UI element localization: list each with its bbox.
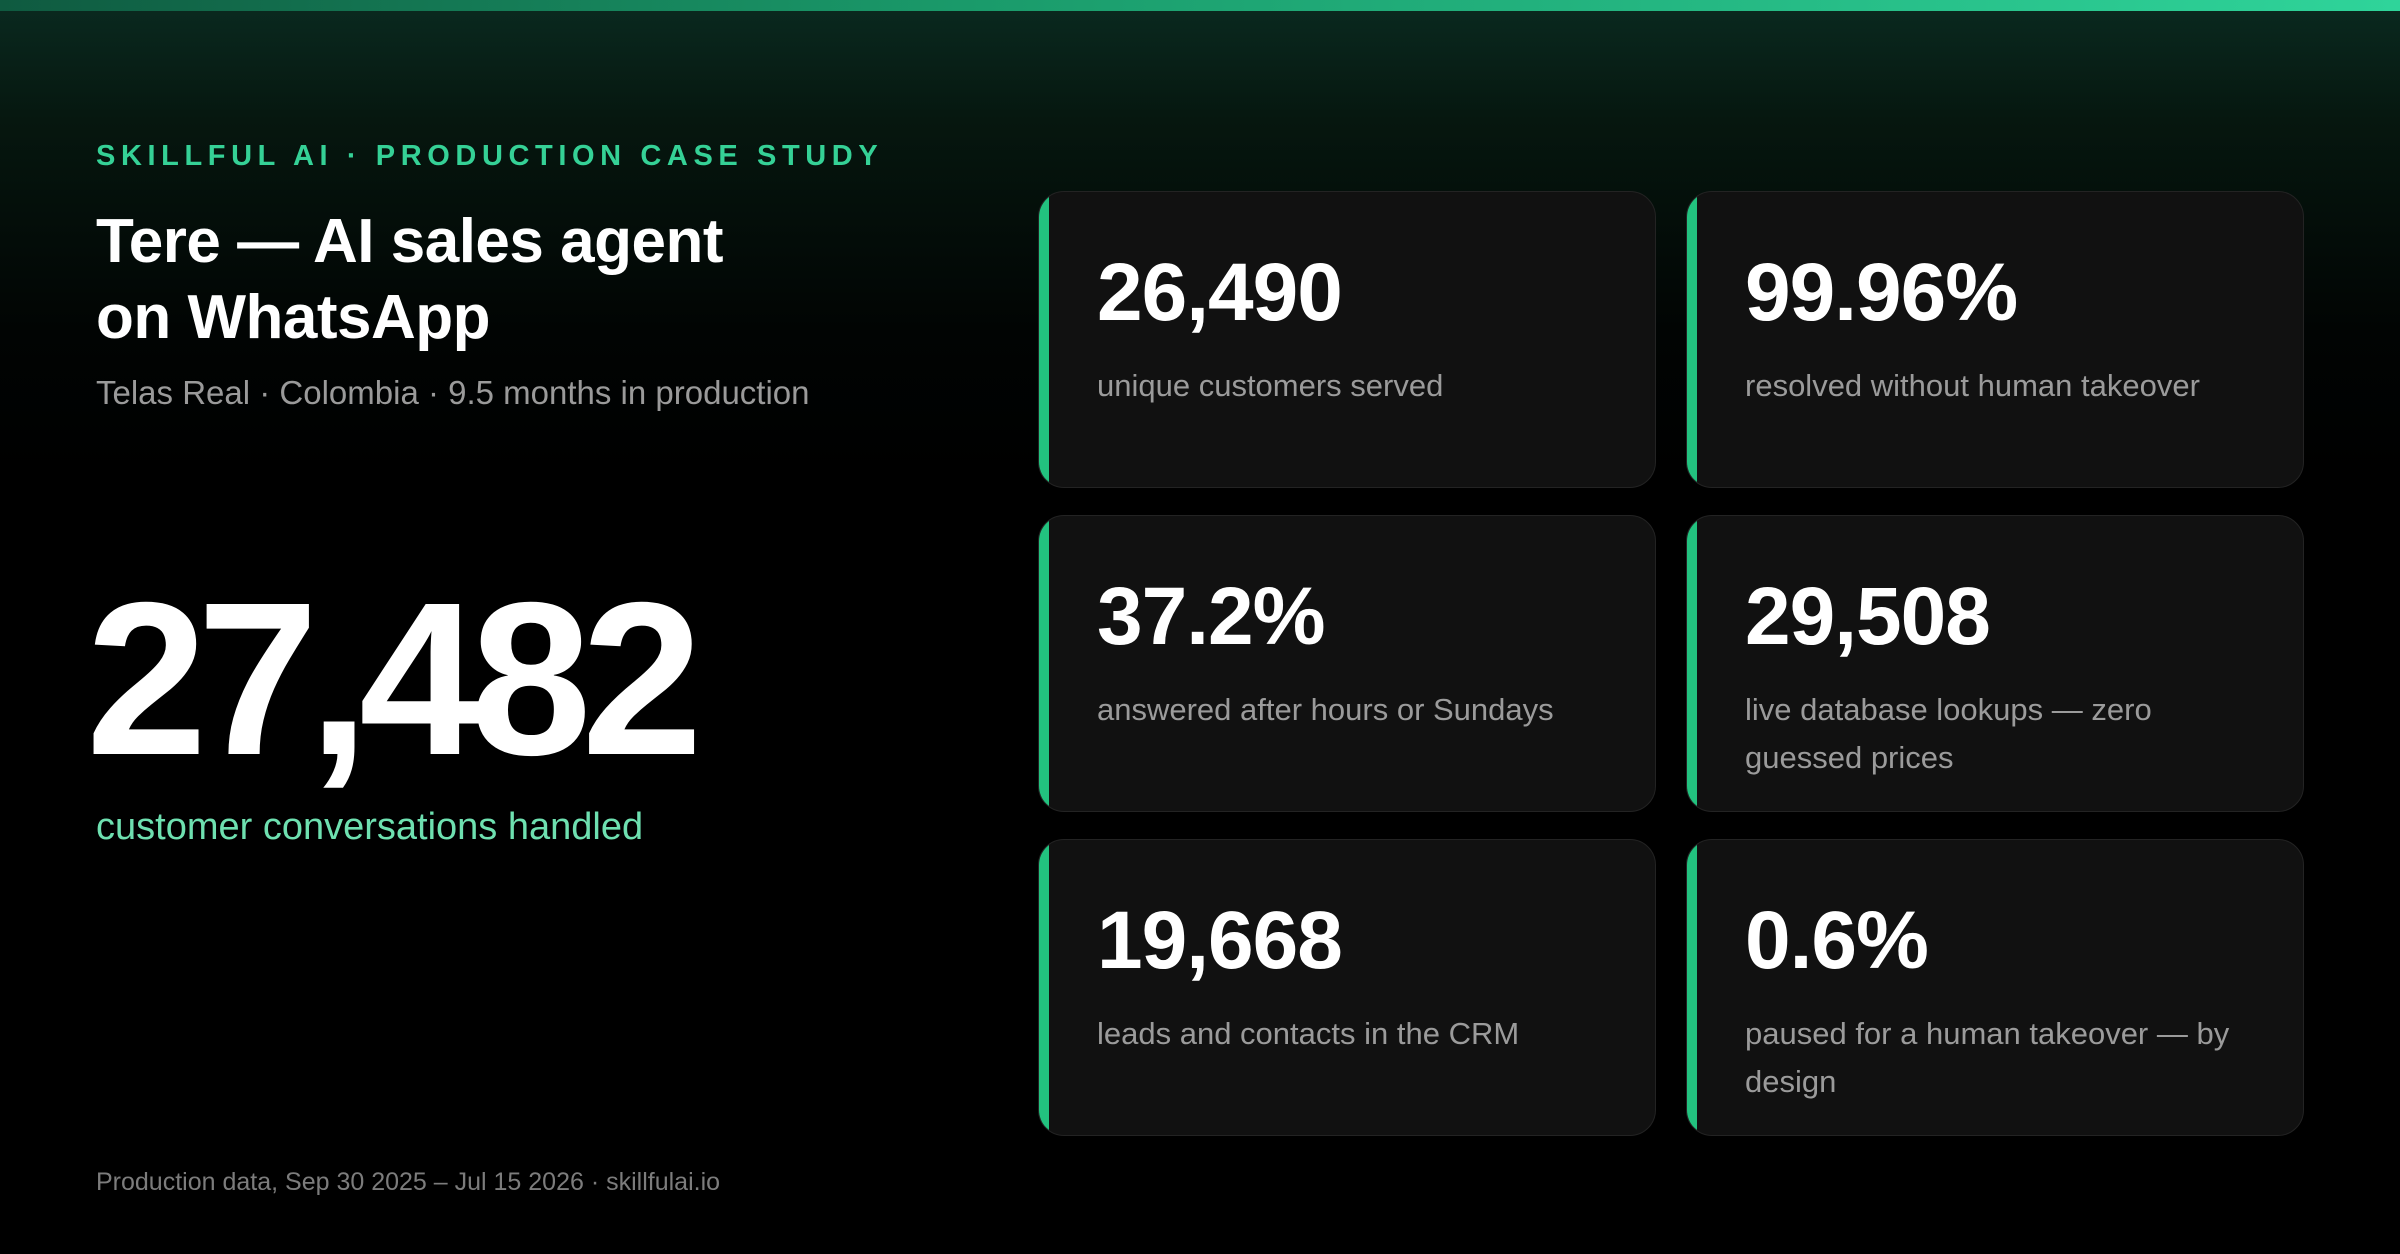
stat-label: unique customers served <box>1097 368 1444 403</box>
stat-label: resolved without human takeover <box>1745 368 2200 403</box>
page-title: Tere — AI sales agent on WhatsApp <box>96 204 856 356</box>
footer-source-note: Production data, Sep 30 2025 – Jul 15 20… <box>96 1168 721 1196</box>
card-accent-bar <box>1687 840 1697 1135</box>
stat-card: 29,508 live database lookups — zero gues… <box>1686 515 2304 812</box>
stat-card: 19,668 leads and contacts in the CRM <box>1038 839 1656 1136</box>
stat-value: 99.96% <box>1745 247 2018 338</box>
title-line-1: Tere — AI sales agent <box>96 207 723 276</box>
stat-label: answered after hours or Sundays <box>1097 692 1554 727</box>
title-line-2: on WhatsApp <box>96 283 491 352</box>
stats-grid: 26,490 unique customers served 99.96% re… <box>1038 191 2304 1136</box>
stat-value: 26,490 <box>1097 247 1343 338</box>
eyebrow-label: SKILLFUL AI · PRODUCTION CASE STUDY <box>96 140 884 172</box>
card-accent-bar <box>1687 516 1697 811</box>
card-accent-bar <box>1039 192 1049 487</box>
stat-label: paused for a human takeover — by design <box>1745 1016 2230 1099</box>
top-accent-bar <box>0 0 2400 11</box>
card-accent-bar <box>1039 516 1049 811</box>
stat-card: 26,490 unique customers served <box>1038 191 1656 488</box>
stat-card: 37.2% answered after hours or Sundays <box>1038 515 1656 812</box>
card-accent-bar <box>1687 192 1697 487</box>
hero-stat-value: 27,482 <box>86 558 703 801</box>
stat-card: 0.6% paused for a human takeover — by de… <box>1686 839 2304 1136</box>
stat-label: leads and contacts in the CRM <box>1097 1016 1520 1051</box>
stat-value: 19,668 <box>1097 895 1343 986</box>
stat-value: 37.2% <box>1097 571 1326 662</box>
stat-card: 99.96% resolved without human takeover <box>1686 191 2304 488</box>
card-accent-bar <box>1039 840 1049 1135</box>
stat-label: live database lookups — zero guessed pri… <box>1745 692 2152 775</box>
hero-stat-label: customer conversations handled <box>96 806 644 848</box>
page-subtitle: Telas Real · Colombia · 9.5 months in pr… <box>96 374 810 411</box>
stat-value: 29,508 <box>1745 571 1991 662</box>
stat-value: 0.6% <box>1745 895 1929 986</box>
